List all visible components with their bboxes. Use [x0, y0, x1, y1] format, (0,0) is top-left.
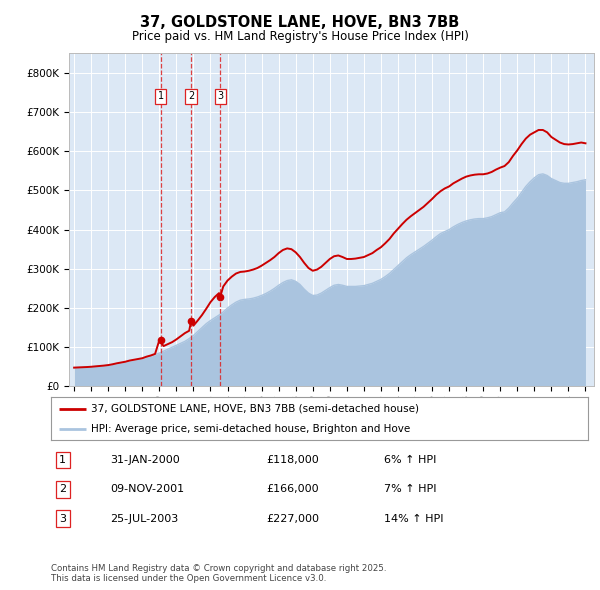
- Text: 31-JAN-2000: 31-JAN-2000: [110, 455, 180, 465]
- Text: 7% ↑ HPI: 7% ↑ HPI: [384, 484, 436, 494]
- Text: 2: 2: [188, 91, 194, 101]
- Text: 1: 1: [59, 455, 67, 465]
- Text: £166,000: £166,000: [266, 484, 319, 494]
- Text: 3: 3: [59, 514, 67, 524]
- Text: 14% ↑ HPI: 14% ↑ HPI: [384, 514, 443, 524]
- Text: 3: 3: [217, 91, 223, 101]
- Text: Price paid vs. HM Land Registry's House Price Index (HPI): Price paid vs. HM Land Registry's House …: [131, 30, 469, 43]
- Text: 25-JUL-2003: 25-JUL-2003: [110, 514, 178, 524]
- Text: £227,000: £227,000: [266, 514, 319, 524]
- Text: 6% ↑ HPI: 6% ↑ HPI: [384, 455, 436, 465]
- Text: 09-NOV-2001: 09-NOV-2001: [110, 484, 184, 494]
- Text: 2: 2: [59, 484, 67, 494]
- Text: 37, GOLDSTONE LANE, HOVE, BN3 7BB (semi-detached house): 37, GOLDSTONE LANE, HOVE, BN3 7BB (semi-…: [91, 404, 419, 414]
- Text: 37, GOLDSTONE LANE, HOVE, BN3 7BB: 37, GOLDSTONE LANE, HOVE, BN3 7BB: [140, 15, 460, 30]
- Text: Contains HM Land Registry data © Crown copyright and database right 2025.
This d: Contains HM Land Registry data © Crown c…: [51, 563, 386, 583]
- Text: 1: 1: [158, 91, 164, 101]
- Text: HPI: Average price, semi-detached house, Brighton and Hove: HPI: Average price, semi-detached house,…: [91, 424, 410, 434]
- Text: £118,000: £118,000: [266, 455, 319, 465]
